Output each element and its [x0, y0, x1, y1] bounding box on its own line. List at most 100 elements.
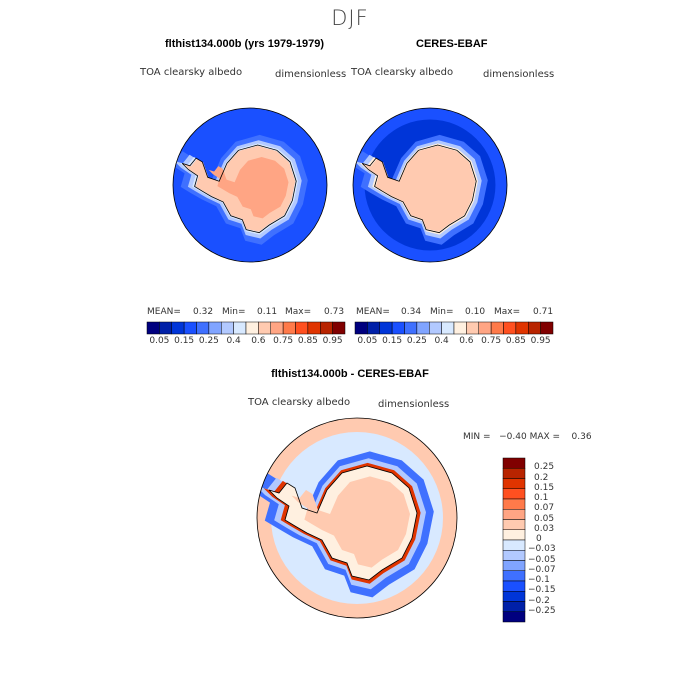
- map-border: [172, 107, 328, 263]
- colorbar-box: [441, 321, 455, 335]
- map-diff: [256, 417, 458, 619]
- colorbar-box: [502, 591, 526, 602]
- colorbar-box: [502, 550, 526, 561]
- panel2-variable: TOA clearsky albedo: [351, 67, 454, 78]
- map-model: [172, 107, 328, 263]
- colorbar-box: [453, 321, 467, 335]
- colorbar-box: [502, 570, 526, 582]
- colorbar-box: [503, 321, 517, 335]
- colorbar-box: [146, 321, 160, 335]
- coastline: [181, 144, 297, 234]
- colorbar-model: [146, 321, 346, 335]
- colorbar-tick-label: 0.6: [459, 336, 474, 346]
- colorbar-tick-label: −0.1: [528, 575, 550, 585]
- colorbar-tick-label: 0.25: [198, 336, 219, 346]
- diff-minmax: MIN = −0.40 MAX = 0.36: [463, 432, 592, 442]
- panel2-min-label: Min=: [430, 307, 454, 317]
- panel1-units: dimensionless: [275, 69, 347, 80]
- colorbar-box: [159, 321, 172, 335]
- panel1-min-label: Min=: [222, 307, 246, 317]
- panel2-mean-label: MEAN=: [356, 307, 390, 317]
- colorbar-tick-label: 0.15: [174, 336, 195, 346]
- panel2-max: 0.71: [533, 307, 554, 317]
- coastline: [361, 144, 477, 234]
- colorbar-tick-label: 0.15: [382, 336, 403, 346]
- colorbar-box: [183, 321, 197, 335]
- colorbar-box: [502, 488, 526, 500]
- colorbar-box: [502, 580, 526, 592]
- colorbar-box: [502, 560, 526, 571]
- colorbar-box: [208, 321, 222, 335]
- colorbar-box: [295, 321, 309, 335]
- panel1-variable: TOA clearsky albedo: [140, 67, 243, 78]
- colorbar-tick-label: 0.4: [434, 336, 449, 346]
- colorbar-box: [196, 321, 210, 335]
- colorbar-box: [258, 321, 271, 335]
- colorbar-box: [502, 498, 526, 510]
- colorbar-tick-label: 0.25: [534, 462, 555, 473]
- colorbar-tick-label: 0.75: [481, 336, 502, 346]
- colorbar-box: [416, 321, 430, 335]
- colorbar-box: [307, 321, 321, 335]
- colorbar-box: [502, 611, 526, 623]
- figure-title: DJF: [331, 6, 369, 30]
- colorbar-tick-label: 0.05: [149, 336, 170, 346]
- colorbar-box: [320, 321, 333, 335]
- colorbar-box: [502, 601, 526, 612]
- colorbar-box: [221, 321, 234, 335]
- colorbar-box: [502, 509, 526, 520]
- colorbar-tick-label: −0.07: [528, 564, 556, 575]
- map-border: [352, 107, 508, 263]
- panel1-min: 0.11: [257, 307, 278, 317]
- colorbar-tick-label: 0.03: [534, 523, 555, 534]
- colorbar-tick-label: −0.05: [528, 554, 556, 565]
- colorbar-tick-label: 0.05: [534, 513, 555, 524]
- colorbar-box: [490, 321, 504, 335]
- coastline: [268, 465, 418, 581]
- colorbar-tick-label: 0.15: [534, 482, 555, 493]
- panel1-title: flthist134.000b (yrs 1979-1979): [165, 38, 324, 50]
- colorbar-box: [502, 478, 526, 489]
- diff-variable: TOA clearsky albedo: [248, 397, 351, 408]
- panel2-max-label: Max=: [494, 307, 521, 317]
- colorbar-tick-label: 0: [536, 534, 542, 544]
- colorbar-box: [379, 321, 393, 335]
- panel2-min: 0.10: [465, 307, 486, 317]
- colorbar-box: [332, 321, 346, 335]
- colorbar-box: [540, 321, 554, 335]
- colorbar-box: [515, 321, 529, 335]
- diff-units: dimensionless: [378, 399, 450, 410]
- colorbar-tick-label: −0.2: [528, 595, 550, 606]
- land-field: [363, 145, 476, 232]
- colorbar-box: [502, 519, 526, 530]
- colorbar-box: [478, 321, 492, 335]
- colorbar-box: [528, 321, 541, 335]
- colorbar-box: [245, 321, 259, 335]
- colorbar-tick-label: 0.85: [505, 336, 526, 346]
- colorbar-tick-label: −0.15: [528, 585, 556, 596]
- colorbar-diff: [502, 457, 526, 623]
- diff-field: [291, 476, 410, 568]
- colorbar-tick-label: −0.03: [528, 544, 556, 555]
- panel1-max-label: Max=: [285, 307, 312, 317]
- colorbar-box: [502, 468, 526, 479]
- colorbar-box: [171, 321, 185, 335]
- colorbar-tick-label: 0.1: [534, 493, 549, 503]
- colorbar-box: [367, 321, 380, 335]
- panel1-mean: 0.32: [193, 307, 214, 317]
- map-border: [256, 417, 458, 619]
- colorbar-box: [233, 321, 247, 335]
- colorbar-box: [466, 321, 479, 335]
- diff-panel-title: flthist134.000b - CERES-EBAF: [271, 368, 429, 380]
- colorbar-obs: [354, 321, 554, 335]
- panel2-mean: 0.34: [401, 307, 422, 317]
- colorbar-box: [270, 321, 284, 335]
- colorbar-box: [429, 321, 442, 335]
- colorbar-tick-label: 0.05: [357, 336, 378, 346]
- colorbar-box: [502, 457, 526, 469]
- colorbar-tick-label: −0.25: [528, 605, 556, 616]
- colorbar-box: [354, 321, 368, 335]
- colorbar-box: [502, 539, 526, 551]
